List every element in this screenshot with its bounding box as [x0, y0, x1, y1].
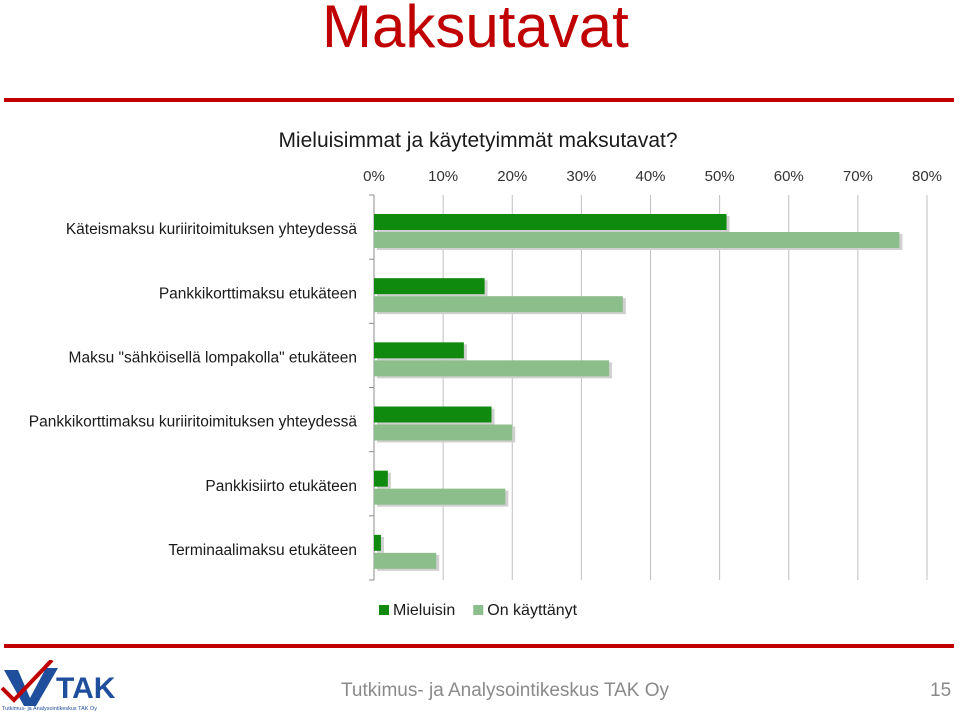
- bar-used: [374, 424, 513, 441]
- logo-text: TAK: [56, 672, 116, 705]
- bar-used: [374, 296, 623, 313]
- bar-chart: Mieluisimmat ja käytetyimmät maksutavat?…: [29, 129, 942, 619]
- slide-title: Maksutavat: [322, 0, 629, 60]
- page-number: 15: [930, 680, 952, 701]
- category-label: Maksu "sähköisellä lompakolla" etukäteen: [69, 349, 357, 366]
- bar-preferred: [374, 342, 464, 359]
- footer-organization: Tutkimus- ja Analysointikeskus TAK Oy: [341, 680, 670, 701]
- chart-title: Mieluisimmat ja käytetyimmät maksutavat?: [278, 129, 677, 152]
- bar-used: [374, 232, 900, 248]
- bar-preferred: [374, 470, 388, 487]
- logo-subtext: Tutkimus- ja Analysointikeskus TAK Oy: [2, 706, 97, 712]
- title-divider: [4, 98, 954, 102]
- bar-used: [374, 552, 437, 569]
- x-tick-label: 0%: [363, 168, 385, 185]
- category-label: Pankkikorttimaksu kuriiritoimituksen yht…: [29, 414, 358, 431]
- tak-logo: TAK Tutkimus- ja Analysointikeskus TAK O…: [0, 660, 116, 712]
- x-tick-label: 50%: [705, 168, 735, 185]
- x-tick-label: 10%: [428, 168, 458, 185]
- legend-swatch: [473, 605, 484, 615]
- legend-label: On käyttänyt: [487, 602, 577, 619]
- x-tick-label: 60%: [774, 168, 804, 185]
- x-tick-label: 20%: [497, 168, 527, 185]
- x-tick-label: 40%: [635, 168, 665, 185]
- bar-preferred: [374, 214, 727, 230]
- bar-used: [374, 488, 506, 505]
- x-tick-label: 80%: [912, 168, 942, 185]
- x-tick-label: 30%: [566, 168, 596, 185]
- bar-preferred: [374, 534, 381, 551]
- legend-swatch: [379, 605, 389, 615]
- category-label: Käteismaksu kuriiritoimituksen yhteydess…: [66, 221, 358, 238]
- x-tick-label: 70%: [843, 168, 873, 185]
- category-label: Terminaalimaksu etukäteen: [168, 542, 357, 559]
- footer-divider: [4, 644, 954, 648]
- category-label: Pankkisiirto etukäteen: [205, 478, 357, 495]
- legend-label: Mieluisin: [393, 602, 455, 619]
- logo-checkmark-icon: [0, 660, 54, 703]
- logo-v-shape: [4, 668, 58, 706]
- bar-preferred: [374, 406, 492, 423]
- bar-preferred: [374, 278, 485, 295]
- bar-used: [374, 360, 610, 377]
- category-label: Pankkikorttimaksu etukäteen: [159, 285, 357, 302]
